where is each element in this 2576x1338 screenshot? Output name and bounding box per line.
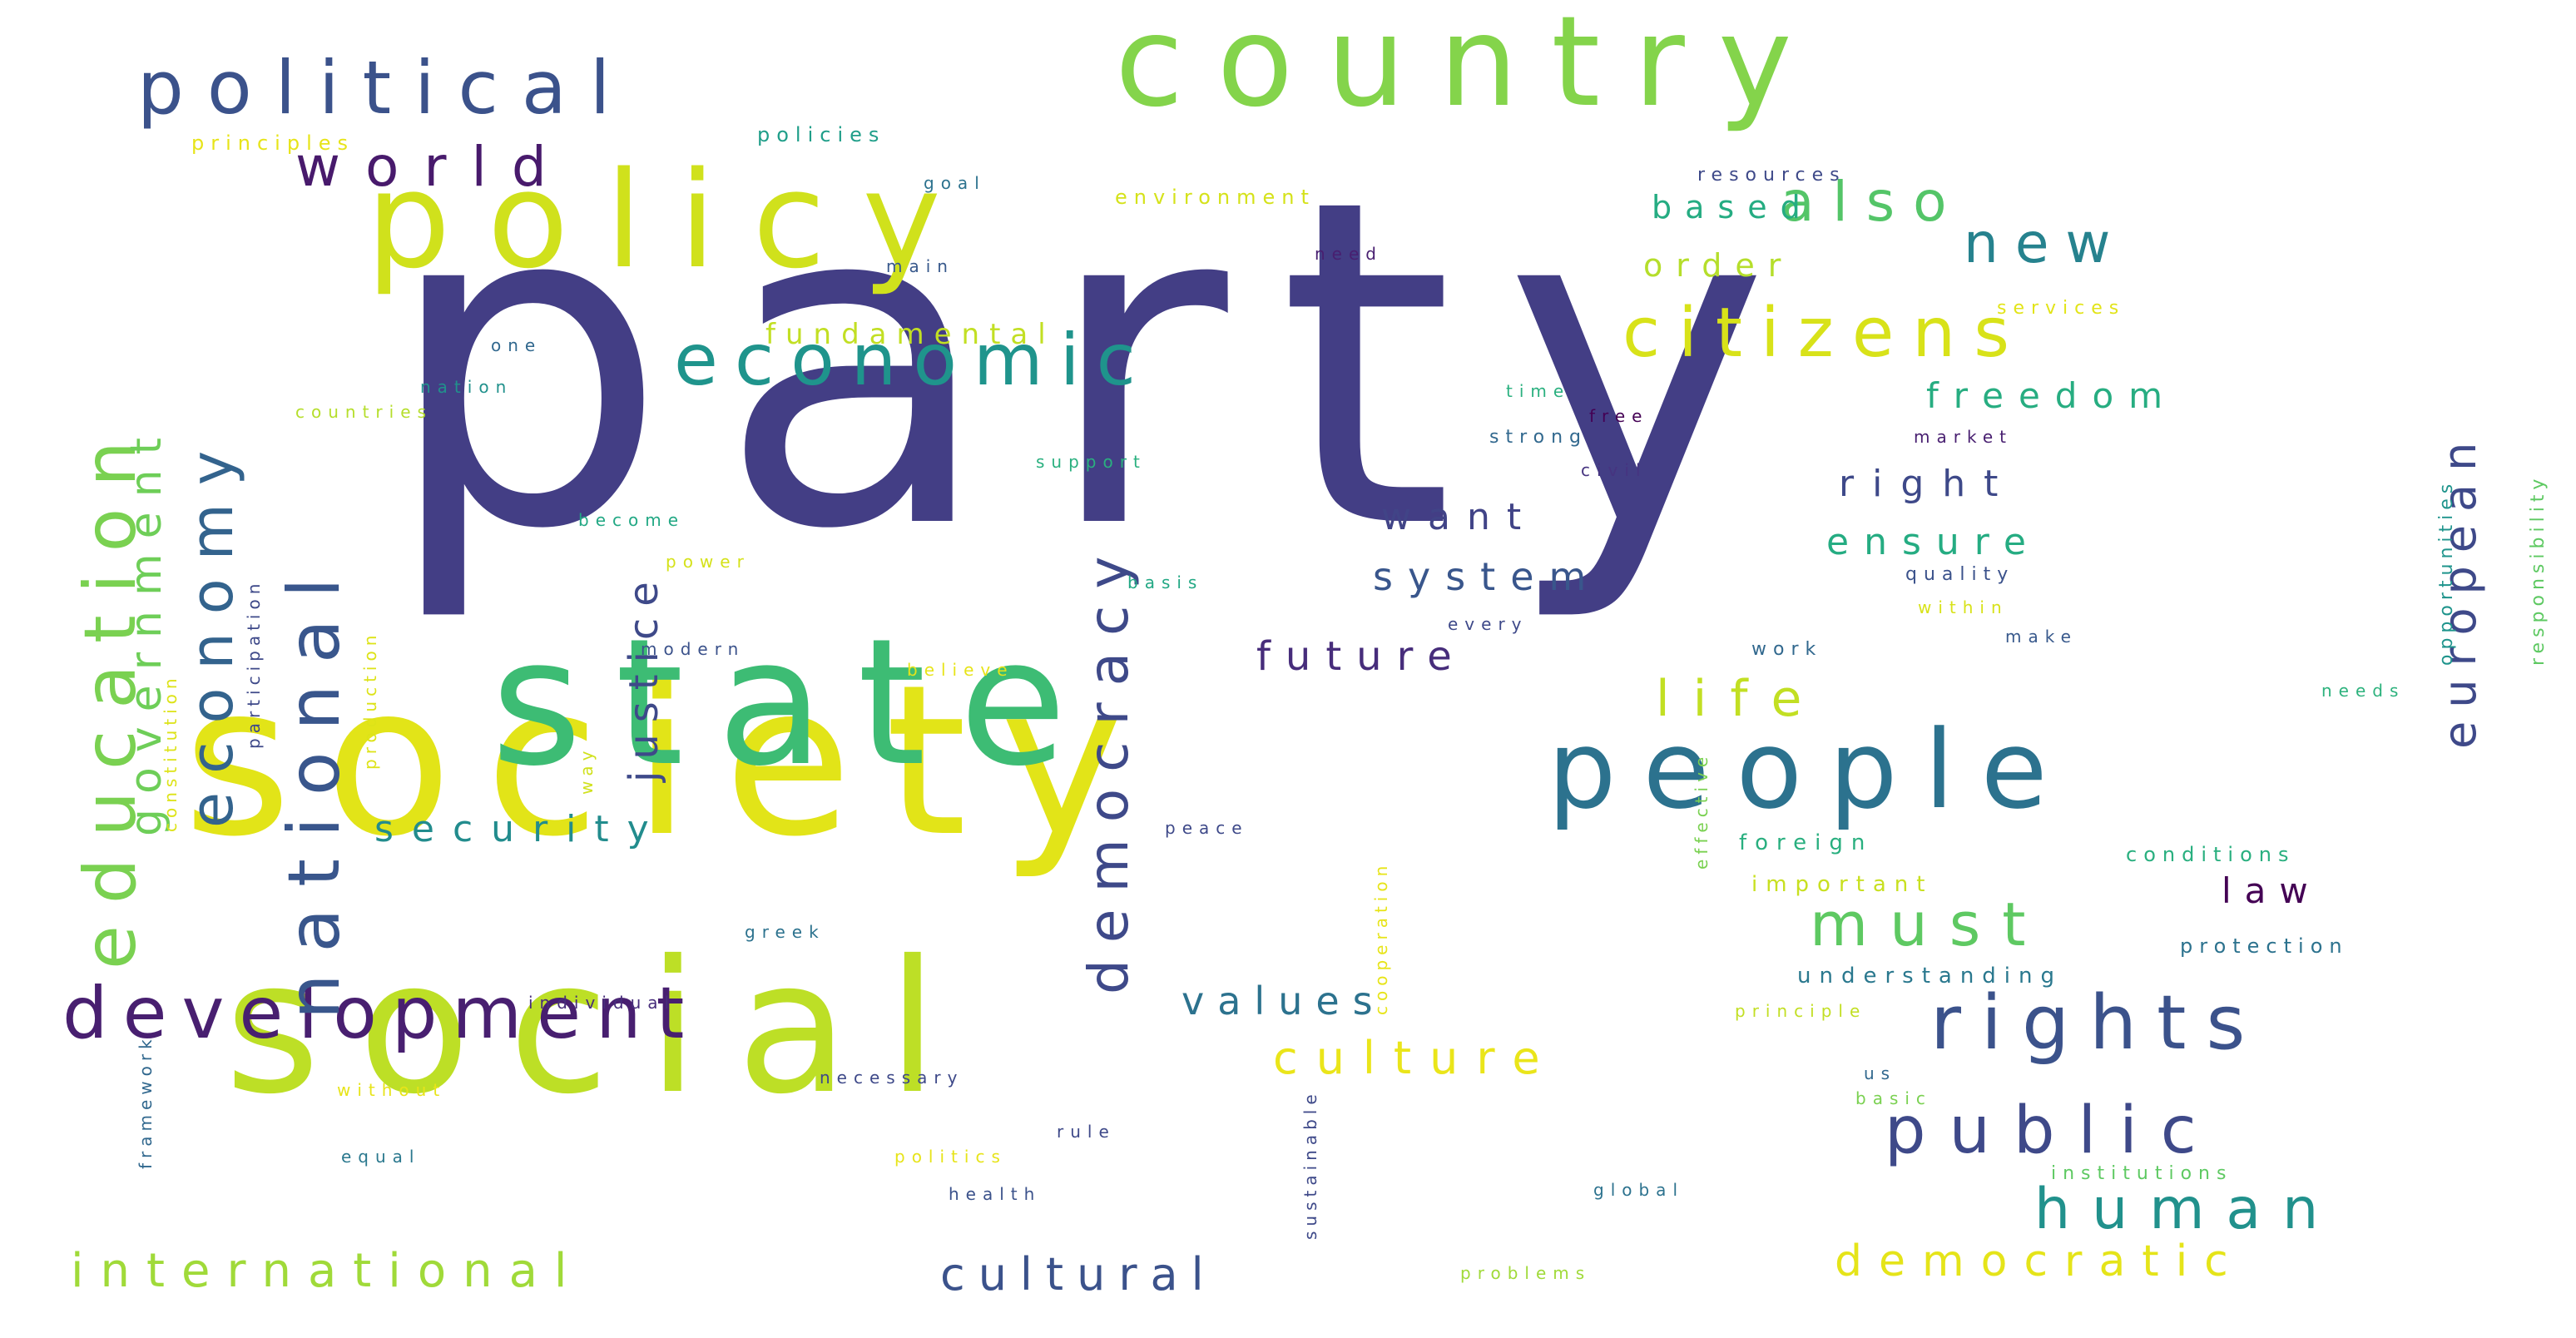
word-cultural: cultural xyxy=(940,1248,1217,1301)
word-also: also xyxy=(1781,170,1965,234)
word-society: society xyxy=(183,640,1157,882)
word-environment: environment xyxy=(1115,186,1315,209)
word-social: social xyxy=(225,921,977,1134)
word-market: market xyxy=(1914,427,2013,447)
word-services: services xyxy=(1997,298,2126,319)
word-peace: peace xyxy=(1165,818,1249,838)
word-culture: culture xyxy=(1273,1032,1558,1084)
word-justice: justice xyxy=(621,570,667,782)
word-values: values xyxy=(1181,979,1386,1023)
word-politics: politics xyxy=(894,1147,1007,1167)
word-democratic: democratic xyxy=(1835,1236,2245,1286)
word-rights: rights xyxy=(1930,979,2266,1067)
word-sustainable: sustainable xyxy=(1300,1089,1320,1240)
word-public: public xyxy=(1885,1093,2220,1168)
word-want: want xyxy=(1381,496,1538,538)
word-law: law xyxy=(2222,870,2321,911)
word-development: development xyxy=(62,972,700,1055)
word-goal: goal xyxy=(924,173,986,193)
word-understanding: understanding xyxy=(1797,964,2063,989)
word-country: country xyxy=(1115,0,1825,135)
word-health: health xyxy=(949,1184,1042,1204)
word-responsibility: responsibility xyxy=(2528,473,2549,666)
word-foreign: foreign xyxy=(1739,830,1874,855)
word-system: system xyxy=(1373,554,1602,599)
word-ensure: ensure xyxy=(1826,521,2041,563)
word-principles: principles xyxy=(191,131,355,155)
word-basis: basis xyxy=(1127,572,1204,592)
word-political: political xyxy=(137,45,634,131)
word-effective: effective xyxy=(1692,751,1712,870)
word-need: need xyxy=(1315,244,1383,264)
word-framework: framework xyxy=(136,1034,156,1169)
word-global: global xyxy=(1593,1180,1684,1200)
word-life: life xyxy=(1656,670,1825,728)
word-policies: policies xyxy=(757,123,886,146)
word-one: one xyxy=(491,335,542,355)
word-believe: believe xyxy=(907,660,1014,680)
word-participation: participation xyxy=(244,578,264,749)
word-constitution: constitution xyxy=(161,673,181,832)
word-new: new xyxy=(1964,211,2128,275)
word-individual: individual xyxy=(528,993,676,1013)
word-strong: strong xyxy=(1489,427,1588,448)
word-time: time xyxy=(1506,381,1571,401)
word-support: support xyxy=(1036,452,1147,472)
word-party: party xyxy=(383,105,1820,627)
word-power: power xyxy=(666,552,751,572)
word-necessary: necessary xyxy=(820,1068,964,1088)
word-economy: economy xyxy=(178,432,246,828)
word-institutions: institutions xyxy=(2051,1163,2233,1184)
word-protection: protection xyxy=(2180,934,2349,958)
word-main: main xyxy=(886,256,954,276)
word-national: national xyxy=(273,556,356,1019)
word-every: every xyxy=(1448,614,1528,634)
word-needs: needs xyxy=(2321,681,2405,701)
word-quality: quality xyxy=(1905,564,2015,585)
word-must: must xyxy=(1810,890,2048,959)
word-equal: equal xyxy=(341,1147,421,1167)
word-based: based xyxy=(1652,189,1814,225)
word-production: production xyxy=(360,630,380,770)
word-state: state xyxy=(491,601,1100,805)
word-citizens: citizens xyxy=(1622,294,2028,373)
word-opportunities: opportunities xyxy=(2436,478,2457,666)
word-without: without xyxy=(337,1080,447,1100)
word-democracy: democracy xyxy=(1077,539,1141,994)
word-way: way xyxy=(577,746,597,795)
word-people: people xyxy=(1548,706,2074,833)
word-basic: basic xyxy=(1855,1088,1932,1108)
word-international: international xyxy=(71,1244,584,1298)
word-civil: civil xyxy=(1581,460,1647,480)
word-problems: problems xyxy=(1460,1263,1592,1283)
word-freedom: freedom xyxy=(1926,375,2178,416)
word-economic: economic xyxy=(674,319,1152,402)
word-security: security xyxy=(374,808,667,850)
word-future: future xyxy=(1256,633,1467,680)
word-fundamental: fundamental xyxy=(765,318,1056,351)
word-resources: resources xyxy=(1697,165,1846,186)
word-right: right xyxy=(1839,463,2017,505)
word-principle: principle xyxy=(1735,1001,1867,1021)
word-rule: rule xyxy=(1057,1122,1116,1142)
word-become: become xyxy=(578,510,686,530)
word-world: world xyxy=(295,135,572,199)
word-within: within xyxy=(1918,597,2009,617)
word-us: us xyxy=(1864,1063,1897,1083)
word-free: free xyxy=(1589,406,1649,426)
word-human: human xyxy=(2034,1177,2341,1242)
word-nation: nation xyxy=(420,377,513,397)
word-greek: greek xyxy=(745,922,825,942)
word-cooperation: cooperation xyxy=(1371,860,1391,1015)
word-make: make xyxy=(2005,627,2078,647)
word-important: important xyxy=(1751,872,1934,897)
word-countries: countries xyxy=(295,402,433,422)
word-order: order xyxy=(1643,247,1795,284)
word-conditions: conditions xyxy=(2126,843,2296,866)
word-policy: policy xyxy=(366,142,978,298)
word-work: work xyxy=(1751,639,1823,660)
word-modern: modern xyxy=(641,639,746,659)
